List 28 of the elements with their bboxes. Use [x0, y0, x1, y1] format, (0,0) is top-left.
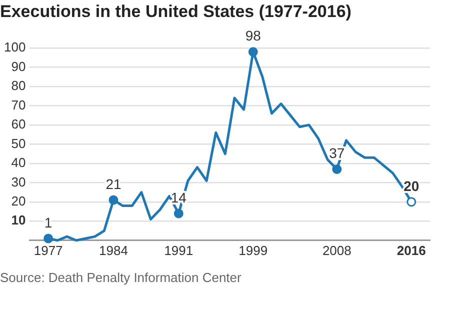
- data-label: 1: [44, 214, 52, 230]
- y-tick-label: 70: [11, 97, 26, 112]
- x-tick-label: 1984: [99, 242, 128, 258]
- y-tick-label: 100: [4, 40, 26, 55]
- point: [332, 164, 342, 174]
- y-tick-label: 60: [11, 116, 26, 132]
- y-tick-label: 90: [11, 58, 26, 74]
- y-tick-label: 20: [11, 194, 26, 208]
- x-tick-label: 1991: [164, 242, 194, 258]
- y-tick-label: 40: [11, 155, 26, 170]
- data-label: 98: [245, 28, 262, 44]
- x-tick-label: 2016: [396, 242, 426, 258]
- point: [174, 208, 184, 218]
- y-tick-label: 10: [11, 212, 26, 228]
- x-tick-label: 2008: [322, 242, 352, 258]
- x-tick-label: 1999: [238, 242, 268, 258]
- x-tick-label: 1977: [34, 242, 63, 258]
- chart-title: Executions in the United States (1977-2016): [0, 1, 352, 22]
- data-label: 20: [404, 178, 420, 194]
- y-tick-label: 80: [11, 78, 26, 94]
- point: [108, 195, 118, 205]
- point: [44, 234, 54, 244]
- data-label: 21: [106, 176, 122, 192]
- y-tick-label: 50: [11, 136, 26, 151]
- source-note: Source: Death Penalty Information Center: [0, 270, 242, 285]
- y-tick-label: 30: [11, 174, 26, 190]
- point: [406, 197, 416, 207]
- point: [248, 47, 258, 57]
